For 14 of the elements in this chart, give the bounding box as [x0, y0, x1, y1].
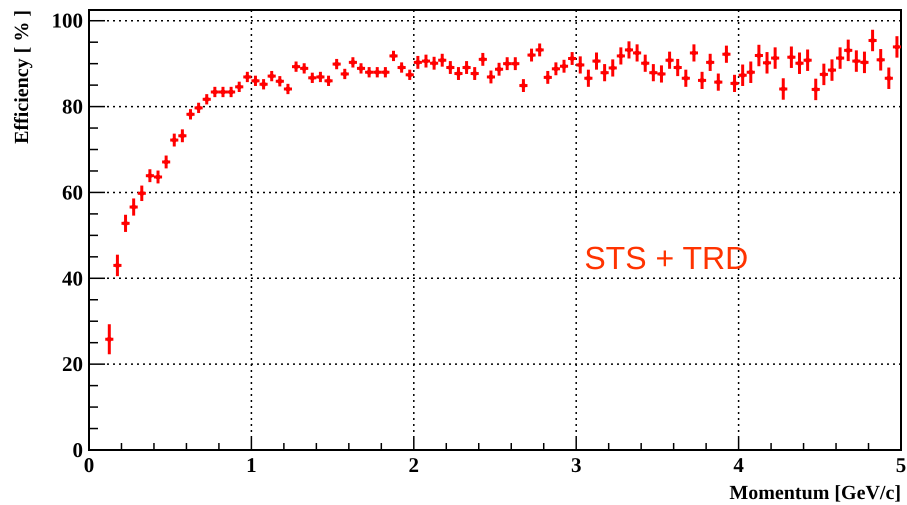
y-tick-label: 40: [62, 266, 83, 290]
x-tick-label: 3: [570, 453, 582, 477]
y-tick-label: 60: [62, 180, 83, 204]
x-tick-label: 1: [246, 453, 257, 477]
annotation: STS + TRD: [584, 240, 748, 276]
y-tick-label: 100: [52, 8, 83, 33]
x-tick-label: 5: [896, 453, 906, 477]
x-tick-label: 4: [733, 453, 744, 477]
y-axis-title: Efficiency [ % ]: [11, 10, 33, 144]
x-tick-label: 2: [408, 453, 420, 477]
y-tick-label: 80: [62, 94, 83, 119]
x-axis-title: Momentum [GeV/c]: [729, 482, 901, 504]
y-tick-label: 20: [62, 352, 83, 376]
y-tick-label: 0: [72, 438, 83, 462]
